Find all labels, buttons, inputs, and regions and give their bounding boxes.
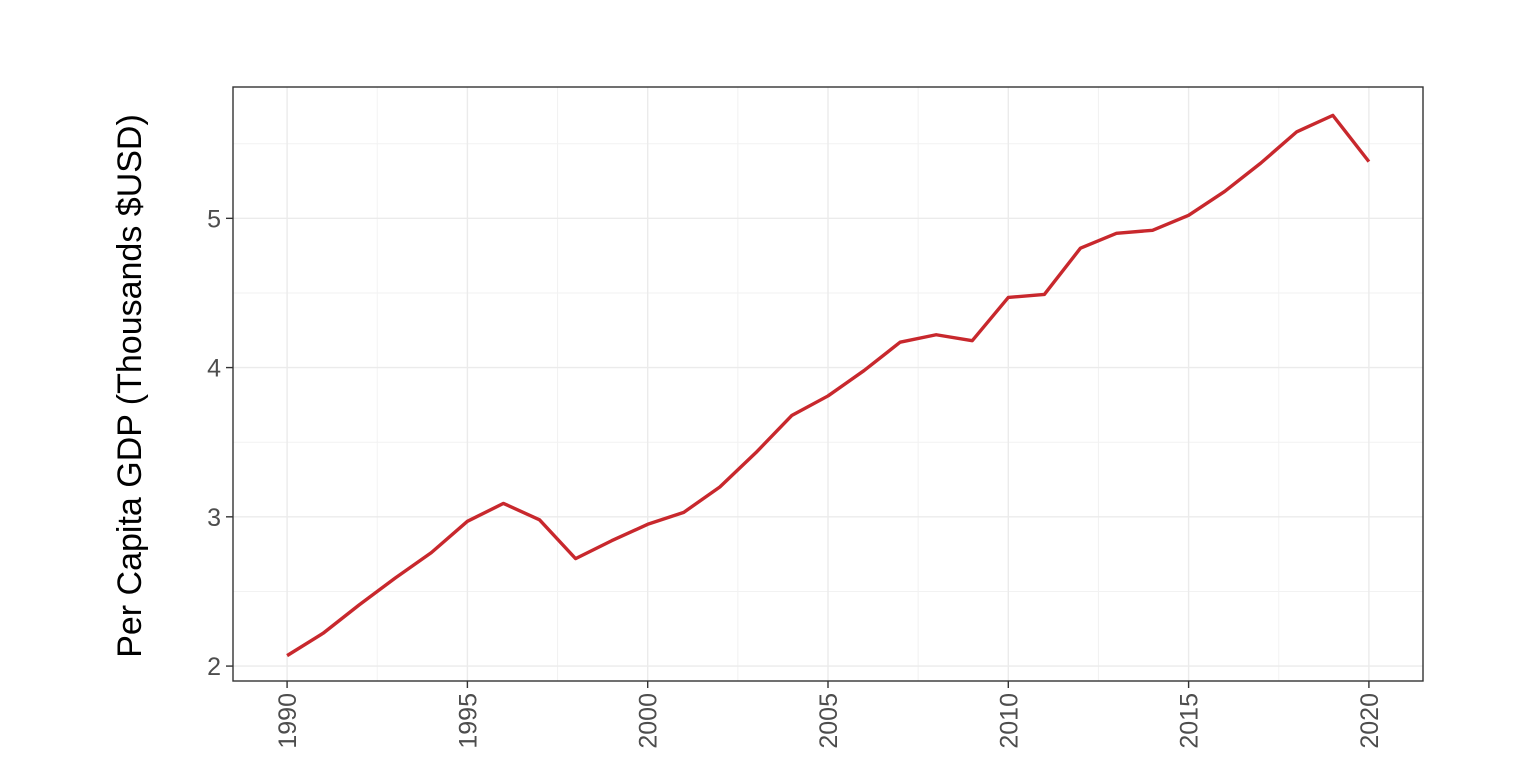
x-tick-label: 2005 — [815, 693, 843, 749]
x-tick-label: 1990 — [274, 693, 302, 749]
x-tick-label: 2015 — [1176, 693, 1204, 749]
x-tick-label: 2010 — [995, 693, 1023, 749]
series-layer — [286, 113, 1371, 658]
x-tick-label: 1995 — [454, 693, 482, 749]
y-tick-label: 4 — [207, 355, 221, 383]
y-axis-title: Per Capita GDP (Thousands $USD) — [111, 114, 149, 658]
y-tick-label: 5 — [207, 205, 221, 233]
y-tick-label: 3 — [207, 504, 221, 532]
x-tick-label: 2020 — [1356, 693, 1384, 749]
y-axis-tick-labels: 2 3 4 5 — [207, 205, 221, 681]
major-gridlines — [233, 87, 1423, 681]
x-axis-ticks — [286, 681, 1370, 688]
series-line — [286, 113, 1371, 658]
y-axis-ticks — [226, 217, 233, 667]
x-tick-label: 2000 — [635, 693, 663, 749]
x-axis-tick-labels: 1990 1995 2000 2005 2010 2015 2020 — [274, 693, 1384, 749]
y-tick-label: 2 — [207, 653, 221, 681]
